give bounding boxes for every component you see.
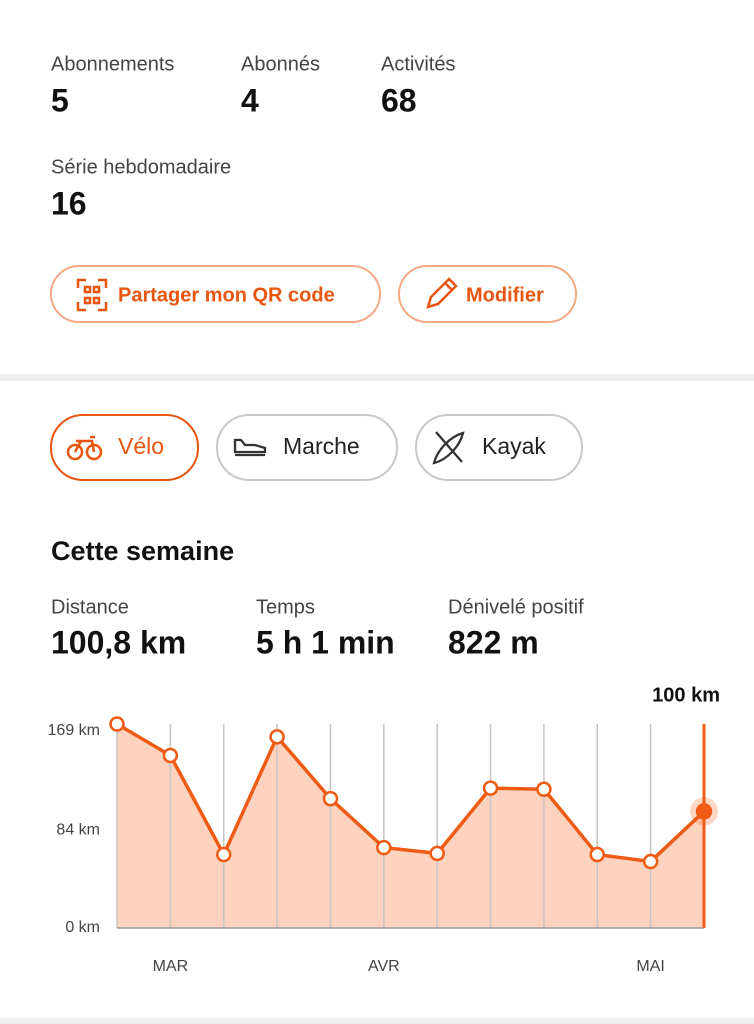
x-tick-label: MAI <box>636 958 664 975</box>
bike-icon <box>66 435 103 461</box>
marker <box>322 790 339 807</box>
sport-label: Kayak <box>482 433 546 459</box>
stat-value: 5 <box>51 82 69 118</box>
marker <box>482 780 499 796</box>
marker <box>269 729 285 745</box>
marker <box>109 716 125 732</box>
marker <box>162 747 179 764</box>
stat-label: Abonnements <box>51 53 174 75</box>
week-stat-value: 100,8 km <box>51 624 186 660</box>
week-stat-value: 822 m <box>448 624 539 660</box>
sport-label: Vélo <box>118 433 164 459</box>
week-stat-label: Temps <box>256 596 315 618</box>
week-stat-label: Dénivelé positif <box>448 596 584 618</box>
stat-label: Abonnés <box>241 53 320 75</box>
y-tick-label: 169 km <box>48 722 100 739</box>
marker <box>642 853 659 870</box>
marker <box>695 803 713 820</box>
stat-value: 4 <box>241 82 259 118</box>
marker <box>589 846 606 863</box>
area <box>117 724 704 928</box>
marker <box>215 846 232 863</box>
marker <box>429 845 445 862</box>
qr-button[interactable] <box>50 265 381 323</box>
x-tick-label: MAR <box>153 958 189 975</box>
sport-pill[interactable] <box>415 414 583 481</box>
separator <box>0 374 754 381</box>
stat-label: Activités <box>381 53 455 75</box>
stat-value: 68 <box>381 82 417 118</box>
shoe-icon <box>233 438 267 457</box>
edit-icon <box>426 277 458 309</box>
qr-icon <box>76 278 108 312</box>
line <box>116 722 706 864</box>
value-label: 100 km <box>652 684 720 706</box>
sport-pill[interactable] <box>216 414 398 481</box>
marker <box>536 781 552 798</box>
week-title: Cette semaine <box>51 536 234 566</box>
sport-pill-active[interactable] <box>50 414 199 481</box>
qr-button-label: Partager mon QR code <box>118 284 335 306</box>
y-tick-label: 84 km <box>56 821 100 838</box>
marker <box>376 839 392 856</box>
week-stat-value: 5 h 1 min <box>256 624 395 660</box>
edit-button[interactable] <box>398 265 577 323</box>
streak-value: 16 <box>51 185 87 221</box>
kayak-icon <box>432 431 465 465</box>
x-tick-label: AVR <box>368 958 400 975</box>
separator <box>0 1018 754 1024</box>
sport-label: Marche <box>283 433 360 459</box>
y-tick-label: 0 km <box>65 919 100 936</box>
edit-button-label: Modifier <box>466 284 544 306</box>
week-stat-label: Distance <box>51 596 129 618</box>
streak-label: Série hebdomadaire <box>51 156 231 178</box>
